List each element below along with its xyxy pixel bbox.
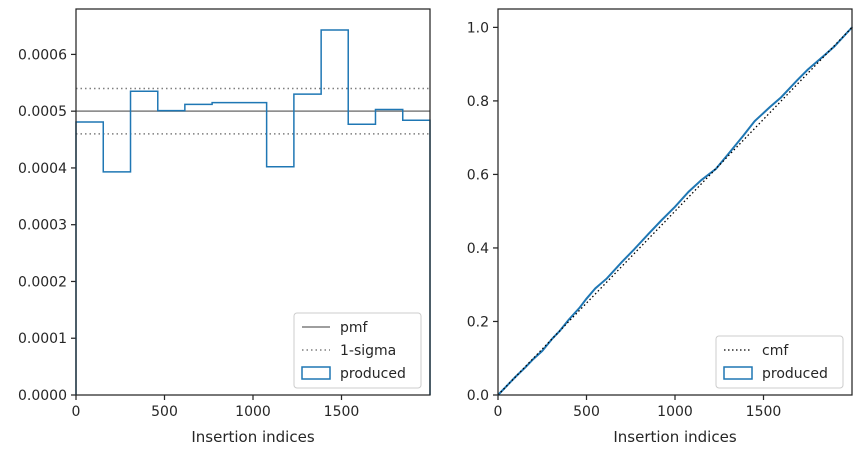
produced-point (551, 337, 554, 340)
produced-point (532, 358, 535, 360)
legend-produced-swatch (723, 366, 753, 380)
produced-point (753, 120, 756, 122)
right-x-tick-label: 500 (573, 404, 600, 420)
right-ticks: 0 500 1000 1500 0.0 0.2 0.4 0.6 0.8 1.0 (467, 20, 782, 420)
legend-produced-swatch (301, 366, 331, 380)
left-x-tick-label: 0 (72, 404, 81, 420)
left-ticks: 0 500 1000 1500 0.0000 0.0001 0.0002 0.0003 0.00… (18, 47, 359, 420)
produced-point (780, 96, 782, 99)
produced-point (541, 350, 544, 352)
produced-point (633, 248, 635, 251)
left-y-tick-label: 0.0004 (18, 161, 67, 177)
legend-label: produced (340, 366, 406, 382)
produced-point (647, 233, 650, 235)
produced-point (769, 105, 772, 108)
right-y-tick-label: 0.8 (467, 94, 489, 110)
left-y-tick-label: 0.0002 (18, 274, 67, 290)
legend-label: produced (762, 366, 828, 382)
right-plot-area (497, 26, 853, 396)
produced-point (585, 297, 588, 300)
produced-point (796, 79, 799, 81)
legend-label: pmf (340, 320, 369, 336)
produced-point (524, 366, 527, 369)
left-x-tick-label: 500 (151, 404, 178, 420)
left-plot-frame (75, 8, 431, 396)
right-y-tick-label: 0.4 (467, 241, 489, 257)
left-legend-box (293, 312, 422, 389)
produced-point (660, 219, 663, 222)
right-legend-box (715, 335, 844, 389)
right-x-tick-label: 0 (494, 404, 503, 420)
right-x-axis-title: Insertion indices (613, 428, 736, 446)
produced-point (568, 318, 570, 321)
produced-point (727, 153, 729, 156)
right-x-tick-label: 1000 (657, 404, 693, 420)
left-y-tick-label: 0.0006 (18, 47, 67, 63)
left-y-tick-label: 0.0001 (18, 331, 67, 347)
produced-point (578, 306, 581, 309)
right-legend: cmf produced (715, 335, 844, 389)
produced-point (606, 277, 608, 280)
right-y-tick-label: 0.0 (467, 388, 489, 404)
produced-point (687, 190, 690, 193)
left-y-tick-label: 0.0005 (18, 104, 67, 120)
left-x-axis-title: Insertion indices (191, 428, 314, 446)
right-chart-panel: 0 500 1000 1500 0.0 0.2 0.4 0.6 0.8 1.0 Insertion… (467, 8, 853, 446)
cmf-line (497, 26, 853, 396)
right-y-tick-label: 0.2 (467, 314, 489, 330)
produced-histogram-step (75, 29, 431, 395)
right-y-tick-label: 0.6 (467, 167, 489, 183)
left-y-tick-label: 0.0003 (18, 218, 67, 234)
produced-point (742, 135, 744, 137)
left-plot-area (75, 29, 431, 395)
produced-point (674, 205, 676, 208)
produced-point (806, 68, 809, 71)
right-y-tick-label: 1.0 (467, 20, 489, 36)
left-legend: pmf 1-sigma produced (293, 312, 422, 389)
right-plot-frame (497, 8, 853, 396)
legend-label: cmf (762, 343, 789, 359)
produced-point (621, 261, 623, 263)
right-plot-background (498, 9, 852, 395)
left-x-tick-label: 1000 (235, 404, 271, 420)
left-y-tick-label: 0.0000 (18, 388, 67, 404)
left-chart-panel: 0 500 1000 1500 0.0000 0.0001 0.0002 0.0003 0.00… (18, 8, 431, 446)
produced-point (700, 179, 703, 181)
right-x-tick-label: 1500 (746, 404, 782, 420)
legend-label: 1-sigma (340, 343, 396, 359)
left-x-tick-label: 1500 (324, 404, 360, 420)
produced-point (594, 287, 597, 290)
